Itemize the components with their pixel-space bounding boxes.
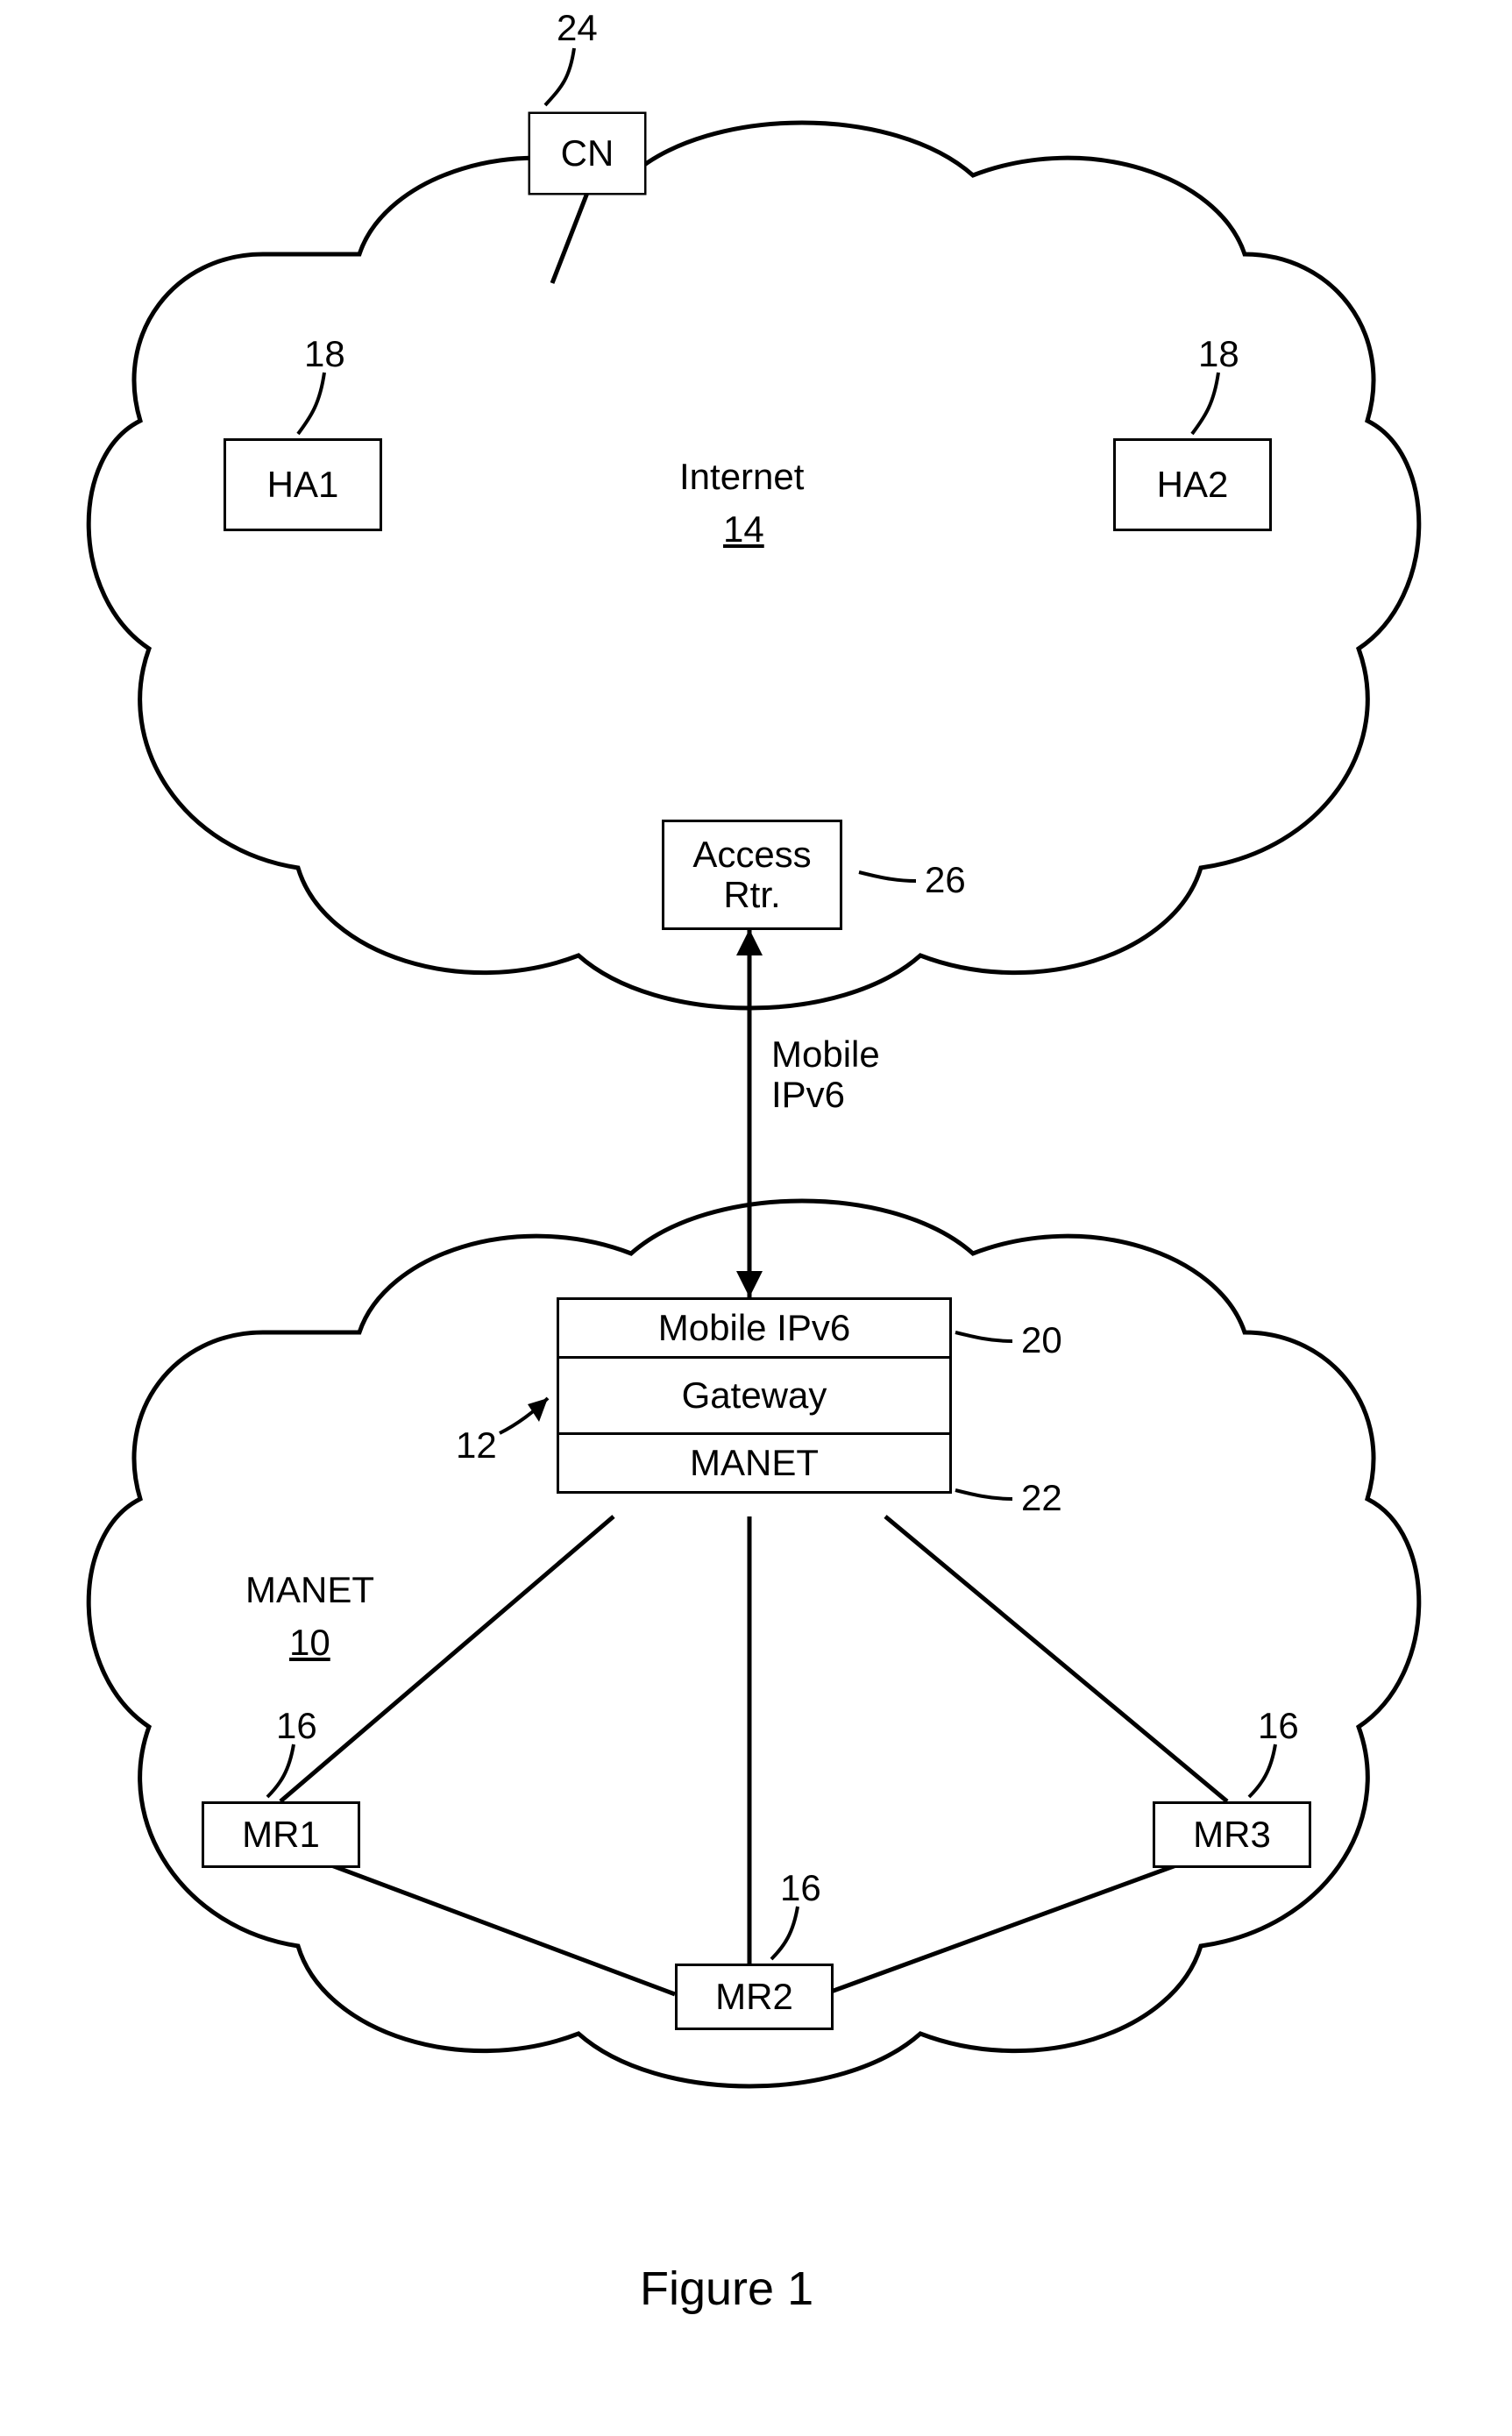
mr2-box: MR2 xyxy=(675,1964,834,2030)
mr1-label: MR1 xyxy=(242,1814,320,1856)
access-rtr-label: Access Rtr. xyxy=(692,834,811,915)
manet-num: 10 xyxy=(289,1622,330,1664)
access-ref-line xyxy=(859,872,916,881)
gateway-top-ref: 20 xyxy=(1021,1319,1062,1361)
cn-ref-line xyxy=(545,48,574,105)
ha2-label: HA2 xyxy=(1157,464,1229,506)
internet-label: Internet xyxy=(679,456,804,498)
gw-top-ref-line xyxy=(955,1332,1012,1341)
arrow-down xyxy=(736,1271,763,1297)
mr3-label: MR3 xyxy=(1193,1814,1271,1856)
manet-label: MANET xyxy=(245,1569,374,1611)
mr3-ref: 16 xyxy=(1258,1705,1299,1747)
link-label: Mobile IPv6 xyxy=(771,1034,880,1115)
gateway-box: Mobile IPv6 Gateway MANET xyxy=(557,1297,952,1494)
mr1-ref-line xyxy=(267,1744,294,1797)
gateway-bot-ref: 22 xyxy=(1021,1477,1062,1519)
mr1-box: MR1 xyxy=(202,1801,360,1868)
gw-mr1-line xyxy=(280,1516,614,1801)
mr2-ref: 16 xyxy=(780,1867,821,1909)
ha1-ref-line xyxy=(298,373,324,434)
ha2-box: HA2 xyxy=(1113,438,1272,531)
gateway-mid: Gateway xyxy=(559,1359,949,1435)
gw-mr3-line xyxy=(885,1516,1227,1801)
mr2-mr3-line xyxy=(824,1863,1183,1994)
internet-num: 14 xyxy=(723,508,764,550)
figure-label: Figure 1 xyxy=(640,2262,813,2316)
ha2-ref-line xyxy=(1192,373,1218,434)
ha1-box: HA1 xyxy=(224,438,382,531)
gateway-top: Mobile IPv6 xyxy=(559,1300,949,1359)
cn-line xyxy=(552,193,587,283)
mr1-ref: 16 xyxy=(276,1705,317,1747)
mr2-label: MR2 xyxy=(715,1976,793,2018)
mr2-ref-line xyxy=(771,1907,798,1959)
ha2-ref: 18 xyxy=(1198,333,1239,375)
ha1-label: HA1 xyxy=(267,464,339,506)
gw-mid-ref-arrow xyxy=(528,1398,548,1422)
diagram-svg xyxy=(0,0,1512,2436)
arrow-up xyxy=(736,929,763,955)
cn-ref: 24 xyxy=(557,7,598,49)
ha1-ref: 18 xyxy=(304,333,345,375)
gateway-mid-ref: 12 xyxy=(456,1424,497,1467)
gw-bot-ref-line xyxy=(955,1490,1012,1499)
mr1-mr2-line xyxy=(324,1863,675,1994)
access-rtr-ref: 26 xyxy=(925,859,966,901)
mr3-box: MR3 xyxy=(1153,1801,1311,1868)
cn-label: CN xyxy=(561,132,614,174)
mr3-ref-line xyxy=(1249,1744,1275,1797)
access-rtr-box: Access Rtr. xyxy=(662,820,842,930)
gateway-bot: MANET xyxy=(559,1435,949,1491)
cn-box-text: CN xyxy=(530,114,644,193)
